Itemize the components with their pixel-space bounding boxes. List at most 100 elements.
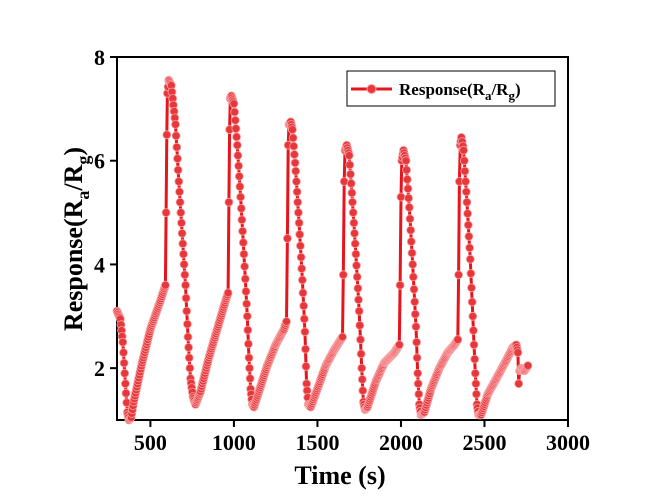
data-point [245,363,254,373]
data-point [348,197,357,207]
y-tick-label: 2 [94,356,105,381]
data-point [179,249,188,259]
x-tick-label: 1000 [212,430,256,455]
data-point [171,120,180,129]
data-point [243,325,253,335]
data-point [160,280,170,290]
data-point [459,156,469,166]
data-point [183,332,193,342]
data-point [297,275,307,285]
data-point [463,209,473,219]
data-point [295,229,305,239]
data-point [353,283,363,293]
data-point [234,171,244,181]
data-point [295,241,305,251]
data-point [162,130,172,140]
data-point [240,274,250,284]
data-point [238,226,248,236]
data-point [352,272,362,282]
legend-marker [366,84,377,94]
data-point [242,299,252,309]
data-point [235,182,245,192]
data-point [292,187,302,197]
y-tick-label: 4 [94,252,105,277]
data-point [465,254,475,264]
data-point [407,248,417,258]
y-title-mid: /R [59,164,88,191]
data-point [301,361,311,371]
data-point [356,335,365,345]
data-point [118,337,128,347]
data-point [231,124,241,134]
data-point [181,280,190,290]
data-point [171,131,181,141]
y-title-base: Response(R [59,199,88,331]
data-point [413,368,423,378]
data-point [467,283,476,293]
data-point [513,348,523,358]
data-point [357,374,367,384]
data-point [463,220,473,230]
data-point [241,286,251,296]
data-point [350,228,359,238]
data-point [230,107,240,117]
data-point [174,177,184,186]
data-point [402,165,412,175]
y-title-tail: ) [59,147,88,156]
data-point [396,192,406,202]
data-point [346,169,355,179]
x-tick-label: 2500 [462,430,506,455]
data-point [411,322,421,332]
data-point [299,301,309,311]
data-point [185,363,195,373]
data-point [406,225,416,235]
data-point [403,184,413,194]
data-point [237,215,247,225]
data-point [175,197,185,207]
data-point [180,270,190,280]
data-point [471,389,481,399]
data-point [468,311,478,321]
data-point [224,197,234,207]
data-point [177,228,187,238]
data-point [300,327,310,337]
y-title-sub-a: a [73,191,93,200]
data-point [121,379,130,389]
data-point [462,197,472,207]
data-point [184,342,194,352]
data-point [288,133,298,143]
data-point [412,337,422,347]
data-point [468,326,478,335]
data-point [244,353,254,363]
data-point [240,262,250,271]
data-point [179,259,189,269]
data-point [282,234,292,243]
data-point [290,158,300,168]
data-point [454,270,464,280]
legend-label-mid: /R [490,80,509,99]
data-point [301,344,310,354]
data-point [461,177,471,186]
data-point [401,156,411,166]
data-point [466,269,476,278]
data-point [406,237,416,247]
plot-frame [116,56,569,421]
data-point [173,165,183,175]
data-point [182,306,192,316]
data-point [351,249,361,259]
data-point [352,261,361,270]
data-point [223,288,233,298]
data-point [470,368,480,378]
data-point [177,218,186,228]
data-point [119,358,129,368]
data-point [299,314,309,324]
x-tick-label: 2000 [379,430,423,455]
data-point [119,348,128,358]
data-point [282,317,291,326]
data-point [409,284,419,294]
data-point [243,339,253,349]
data-point [245,374,255,383]
data-point [293,197,303,207]
data-point [347,188,357,198]
data-point [236,203,246,213]
